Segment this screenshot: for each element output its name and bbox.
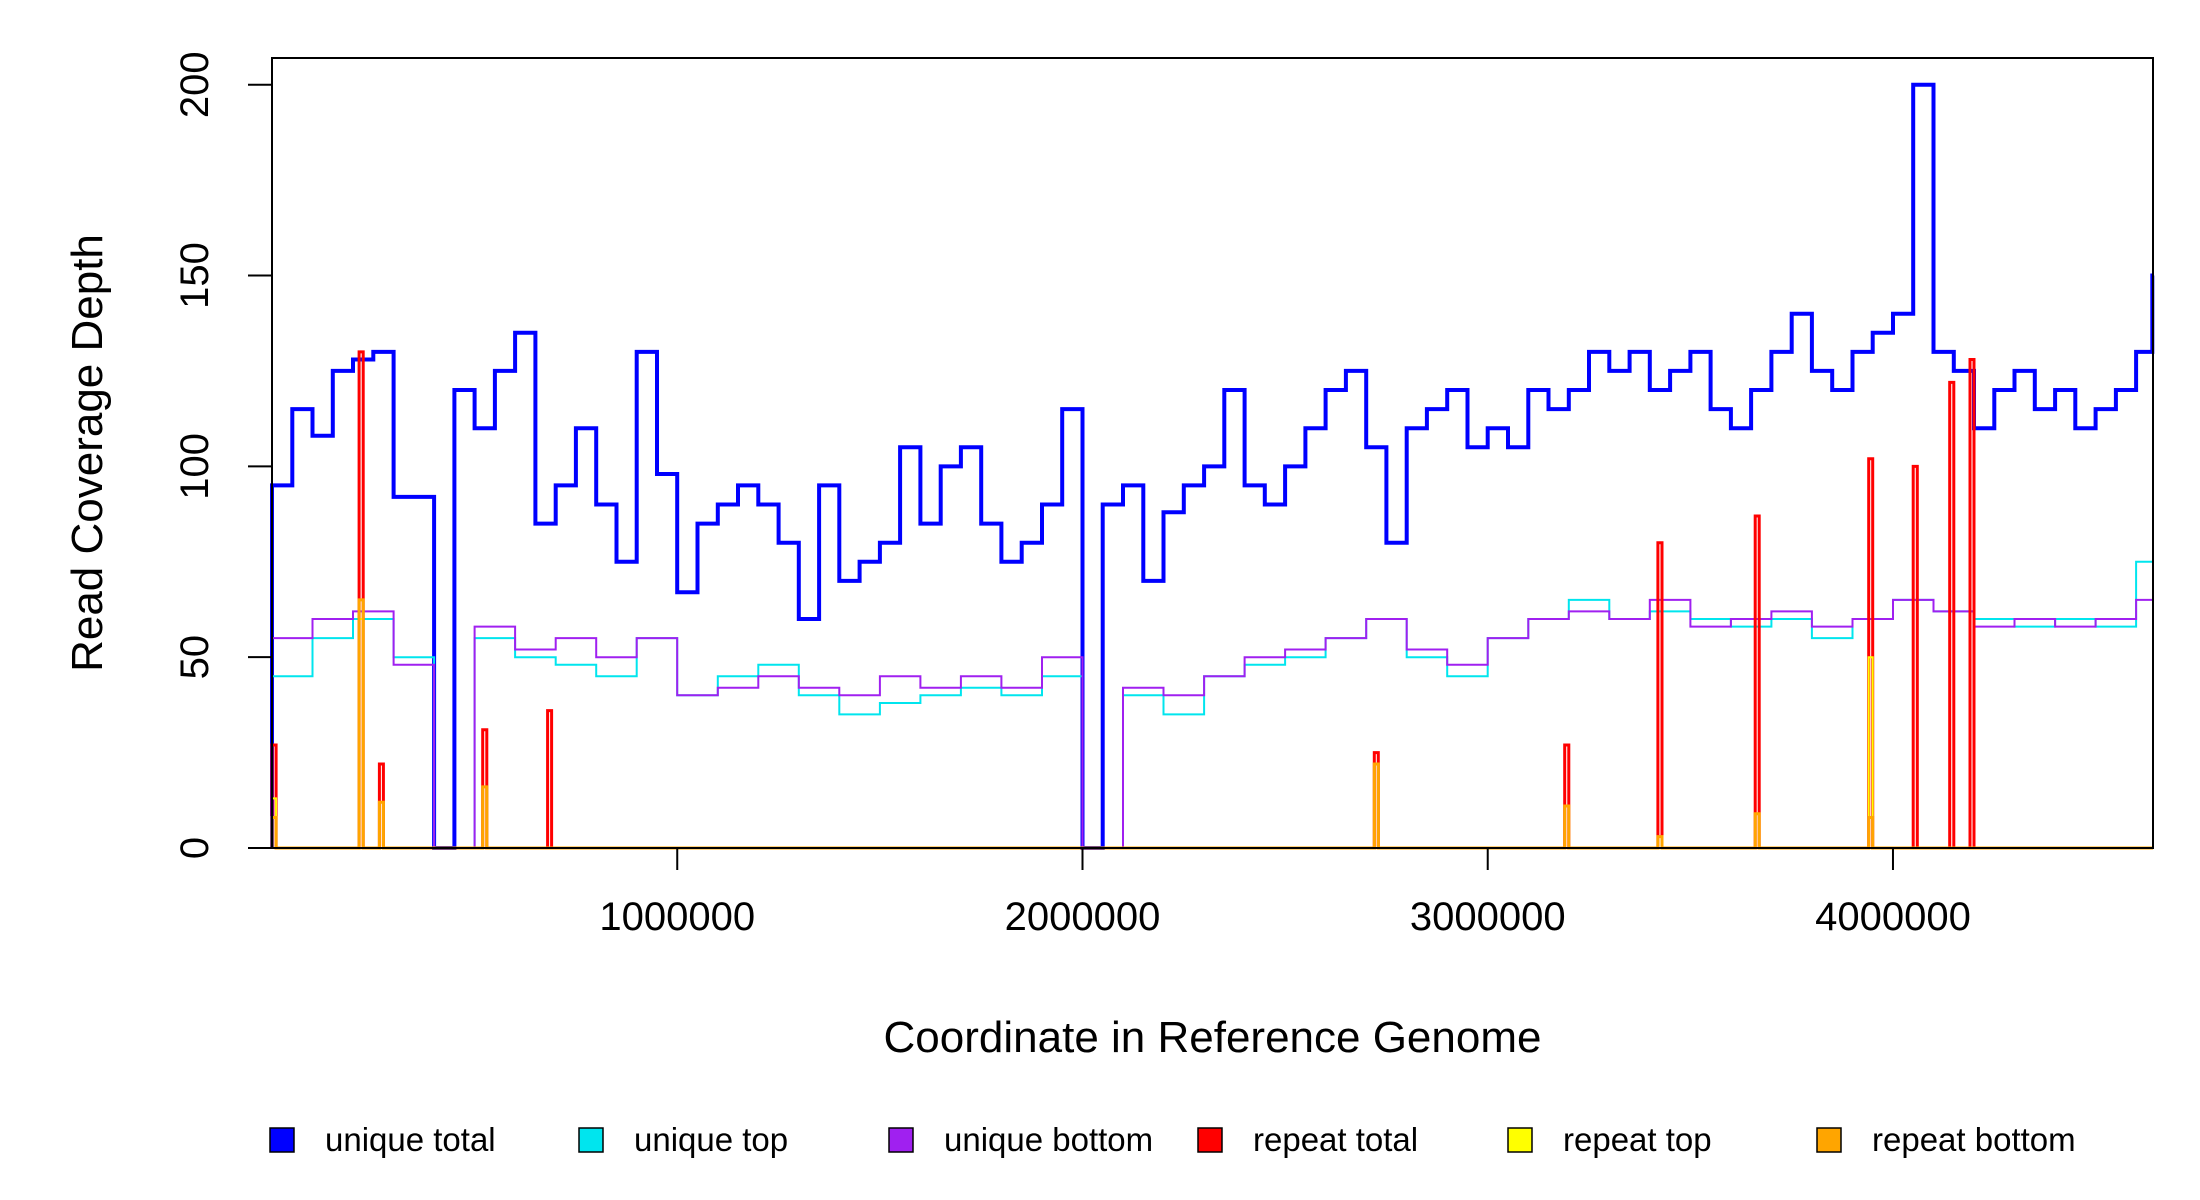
y-tick-label: 0 bbox=[173, 837, 217, 859]
legend-label-repeat-bottom: repeat bottom bbox=[1872, 1121, 2076, 1158]
y-tick-label: 100 bbox=[173, 433, 217, 500]
legend-label-unique-total: unique total bbox=[325, 1121, 496, 1158]
y-axis-title: Read Coverage Depth bbox=[63, 234, 112, 672]
y-axis: 0 50 100 150 200 bbox=[173, 51, 272, 859]
x-tick-label: 3000000 bbox=[1410, 895, 1566, 939]
legend-label-repeat-total: repeat total bbox=[1253, 1121, 1418, 1158]
legend-swatch-repeat-bottom bbox=[1816, 1127, 1842, 1153]
y-tick-label: 150 bbox=[173, 242, 217, 309]
legend-swatch-unique-total bbox=[269, 1127, 295, 1153]
series-line-repeat-bottom bbox=[270, 598, 2153, 850]
x-axis: 1000000 2000000 3000000 4000000 bbox=[599, 848, 1971, 939]
legend-swatch-unique-bottom bbox=[888, 1127, 914, 1153]
x-tick-label: 4000000 bbox=[1815, 895, 1971, 939]
x-tick-label: 2000000 bbox=[1005, 895, 1161, 939]
y-tick-label: 50 bbox=[173, 635, 217, 680]
series-layer bbox=[270, 82, 2155, 850]
legend-swatch-repeat-top bbox=[1507, 1127, 1533, 1153]
series-line-unique-bottom bbox=[271, 598, 2153, 849]
legend: unique total unique top unique bottom repea… bbox=[269, 1121, 2076, 1158]
legend-label-unique-bottom: unique bottom bbox=[944, 1121, 1153, 1158]
legend-swatch-repeat-total bbox=[1197, 1127, 1223, 1153]
x-tick-label: 1000000 bbox=[599, 895, 755, 939]
legend-swatch-unique-top bbox=[578, 1127, 604, 1153]
series-line-repeat-total bbox=[270, 350, 2153, 850]
legend-label-repeat-top: repeat top bbox=[1563, 1121, 1712, 1158]
plot-frame bbox=[271, 57, 2154, 849]
x-axis-title: Coordinate in Reference Genome bbox=[884, 1013, 1542, 1062]
legend-label-unique-top: unique top bbox=[634, 1121, 788, 1158]
y-tick-label: 200 bbox=[173, 51, 217, 118]
series-line-unique-total bbox=[270, 82, 2155, 850]
